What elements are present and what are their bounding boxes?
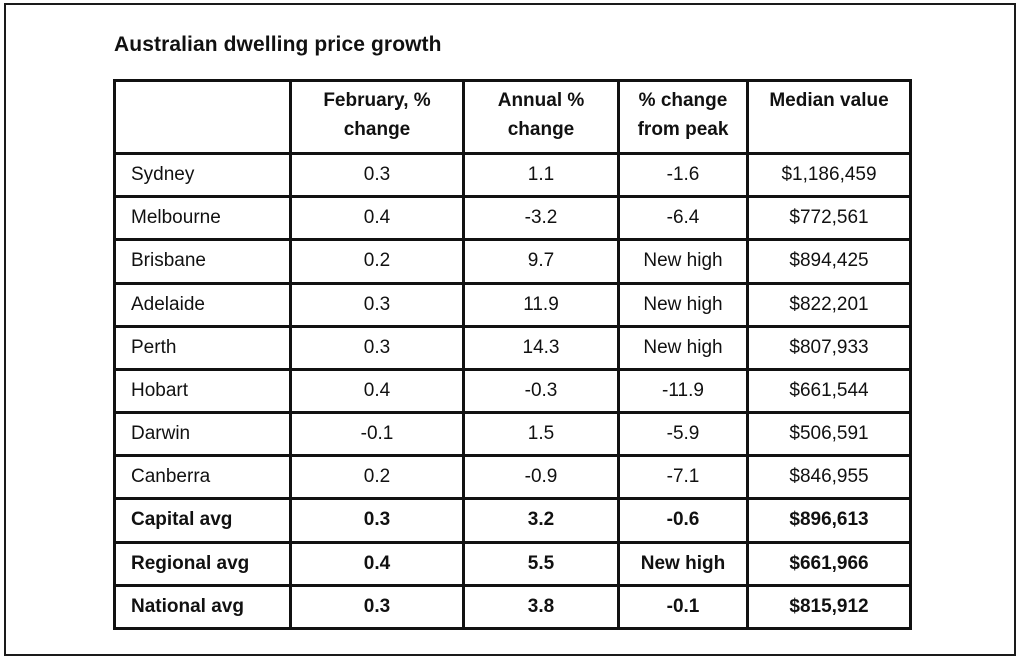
cell-median-value: $896,613 xyxy=(746,497,912,544)
cell-february-change: 0.3 xyxy=(289,151,465,199)
cell-city: Hobart xyxy=(113,367,292,415)
cell-change-from-peak: -7.1 xyxy=(617,454,749,501)
cell-annual-change: 5.5 xyxy=(462,540,620,587)
header-cell-change-from-peak: % change from peak xyxy=(617,79,749,155)
cell-february-change: 0.3 xyxy=(289,583,465,631)
cell-median-value: $772,561 xyxy=(746,195,912,242)
cell-february-change: 0.4 xyxy=(289,540,465,587)
cell-change-from-peak: New high xyxy=(617,281,749,328)
cell-city: Sydney xyxy=(113,151,292,199)
cell-city: Capital avg xyxy=(113,497,292,544)
cell-february-change: 0.3 xyxy=(289,281,465,328)
table-row: Darwin -0.1 1.5 -5.9 $506,591 xyxy=(113,411,912,458)
cell-february-change: 0.3 xyxy=(289,497,465,544)
header-row: February, % change Annual % change % cha… xyxy=(113,79,912,155)
cell-city: Brisbane xyxy=(113,238,292,285)
cell-change-from-peak: -0.1 xyxy=(617,583,749,631)
cell-change-from-peak: -0.6 xyxy=(617,497,749,544)
cell-median-value: $894,425 xyxy=(746,238,912,285)
table-title: Australian dwelling price growth xyxy=(114,33,442,56)
header-cell-february-change: February, % change xyxy=(289,79,465,155)
cell-median-value: $506,591 xyxy=(746,411,912,458)
cell-city: Perth xyxy=(113,324,292,371)
cell-annual-change: 9.7 xyxy=(462,238,620,285)
cell-february-change: 0.2 xyxy=(289,454,465,501)
table-row: Capital avg 0.3 3.2 -0.6 $896,613 xyxy=(113,497,912,544)
cell-city: Darwin xyxy=(113,411,292,458)
table-body: Sydney 0.3 1.1 -1.6 $1,186,459 Melbourne 0.4 -3… xyxy=(113,151,912,631)
table-row: Hobart 0.4 -0.3 -11.9 $661,544 xyxy=(113,367,912,415)
header-cell-annual-change: Annual % change xyxy=(462,79,620,155)
cell-median-value: $846,955 xyxy=(746,454,912,501)
cell-february-change: 0.4 xyxy=(289,195,465,242)
cell-city: Melbourne xyxy=(113,195,292,242)
table-row: Melbourne 0.4 -3.2 -6.4 $772,561 xyxy=(113,195,912,242)
cell-change-from-peak: New high xyxy=(617,324,749,371)
table-row: Sydney 0.3 1.1 -1.6 $1,186,459 xyxy=(113,151,912,199)
cell-annual-change: 11.9 xyxy=(462,281,620,328)
table-row: Perth 0.3 14.3 New high $807,933 xyxy=(113,324,912,371)
cell-annual-change: -0.3 xyxy=(462,367,620,415)
cell-city: Canberra xyxy=(113,454,292,501)
cell-annual-change: 14.3 xyxy=(462,324,620,371)
cell-change-from-peak: New high xyxy=(617,238,749,285)
cell-annual-change: -0.9 xyxy=(462,454,620,501)
table-row: National avg 0.3 3.8 -0.1 $815,912 xyxy=(113,583,912,631)
table-row: Adelaide 0.3 11.9 New high $822,201 xyxy=(113,281,912,328)
header-cell-median-value: Median value xyxy=(746,79,912,155)
cell-city: Regional avg xyxy=(113,540,292,587)
cell-city: National avg xyxy=(113,583,292,631)
table-row: Brisbane 0.2 9.7 New high $894,425 xyxy=(113,238,912,285)
cell-annual-change: 1.1 xyxy=(462,151,620,199)
header-cell-city xyxy=(113,79,292,155)
cell-annual-change: 3.2 xyxy=(462,497,620,544)
cell-february-change: -0.1 xyxy=(289,411,465,458)
price-growth-table: February, % change Annual % change % cha… xyxy=(113,79,912,631)
cell-city: Adelaide xyxy=(113,281,292,328)
table-row: Canberra 0.2 -0.9 -7.1 $846,955 xyxy=(113,454,912,501)
cell-median-value: $1,186,459 xyxy=(746,151,912,199)
cell-median-value: $807,933 xyxy=(746,324,912,371)
cell-median-value: $815,912 xyxy=(746,583,912,631)
cell-change-from-peak: -1.6 xyxy=(617,151,749,199)
cell-annual-change: -3.2 xyxy=(462,195,620,242)
cell-median-value: $661,966 xyxy=(746,540,912,587)
cell-annual-change: 1.5 xyxy=(462,411,620,458)
cell-annual-change: 3.8 xyxy=(462,583,620,631)
table-row: Regional avg 0.4 5.5 New high $661,966 xyxy=(113,540,912,587)
cell-february-change: 0.3 xyxy=(289,324,465,371)
cell-change-from-peak: -6.4 xyxy=(617,195,749,242)
cell-change-from-peak: -5.9 xyxy=(617,411,749,458)
cell-change-from-peak: New high xyxy=(617,540,749,587)
cell-february-change: 0.4 xyxy=(289,367,465,415)
cell-change-from-peak: -11.9 xyxy=(617,367,749,415)
cell-february-change: 0.2 xyxy=(289,238,465,285)
cell-median-value: $822,201 xyxy=(746,281,912,328)
cell-median-value: $661,544 xyxy=(746,367,912,415)
